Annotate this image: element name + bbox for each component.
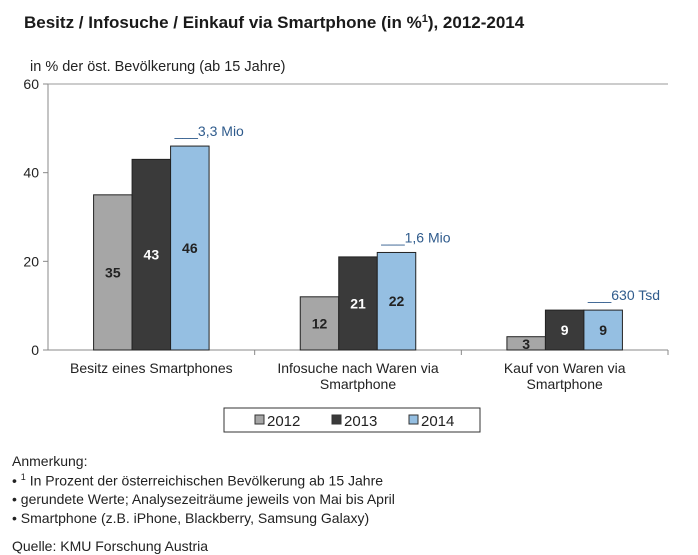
legend-label: 2012 [267, 413, 300, 430]
y-tick-label: 40 [23, 165, 39, 181]
x-tick-label: Smartphone [527, 376, 603, 392]
notes-heading: Anmerkung: [12, 453, 88, 469]
y-tick-label: 20 [23, 253, 39, 269]
data-label: 22 [389, 293, 405, 309]
legend-swatch-2012 [254, 414, 265, 425]
legend-box [223, 407, 481, 433]
x-tick-label: Besitz eines Smartphones [70, 360, 233, 376]
bar-2013 [338, 256, 378, 351]
legend-swatch-2013 [331, 414, 342, 425]
y-tick-label: 0 [31, 342, 39, 358]
bar-2014 [170, 145, 210, 351]
y-axis-label: in % der öst. Bevölkerung (ab 15 Jahre) [30, 59, 286, 75]
legend-swatch-2014 [408, 414, 419, 425]
population-annotation: ___630 Tsd [587, 287, 660, 303]
bar-2013 [544, 309, 585, 351]
population-annotation: ___1,6 Mio [380, 229, 450, 245]
bar-2012 [93, 194, 133, 351]
legend-label: 2013 [344, 413, 377, 430]
note-item: • gerundete Werte; Analysezeiträume jewe… [12, 491, 395, 507]
legend-label: 2014 [421, 413, 454, 430]
data-label: 9 [599, 322, 607, 338]
bar-2014 [376, 251, 417, 351]
note-item: • Smartphone (z.B. iPhone, Blackberry, S… [12, 510, 370, 526]
data-label: 21 [350, 295, 366, 311]
data-label: 9 [561, 322, 569, 338]
x-tick-label: Kauf von Waren via [504, 360, 626, 376]
source-text: Quelle: KMU Forschung Austria [12, 538, 209, 554]
data-label: 12 [312, 315, 328, 331]
data-label: 46 [182, 240, 198, 256]
bar-2012 [299, 296, 340, 351]
data-label: 43 [144, 247, 160, 263]
bar-2014 [583, 309, 623, 351]
bar-2013 [131, 158, 172, 351]
note-item: • 1 In Prozent der österreichischen Bevö… [12, 472, 384, 489]
population-annotation: ___3,3 Mio [174, 123, 244, 139]
x-tick-label: Infosuche nach Waren via [277, 360, 439, 376]
y-tick-label: 60 [23, 76, 39, 92]
data-label: 3 [522, 336, 530, 352]
data-label: 35 [105, 264, 121, 280]
bar-chart: Besitz / Infosuche / Einkauf via Smartph… [23, 13, 669, 433]
chart-title: Besitz / Infosuche / Einkauf via Smartph… [24, 13, 525, 32]
x-tick-label: Smartphone [320, 376, 396, 392]
